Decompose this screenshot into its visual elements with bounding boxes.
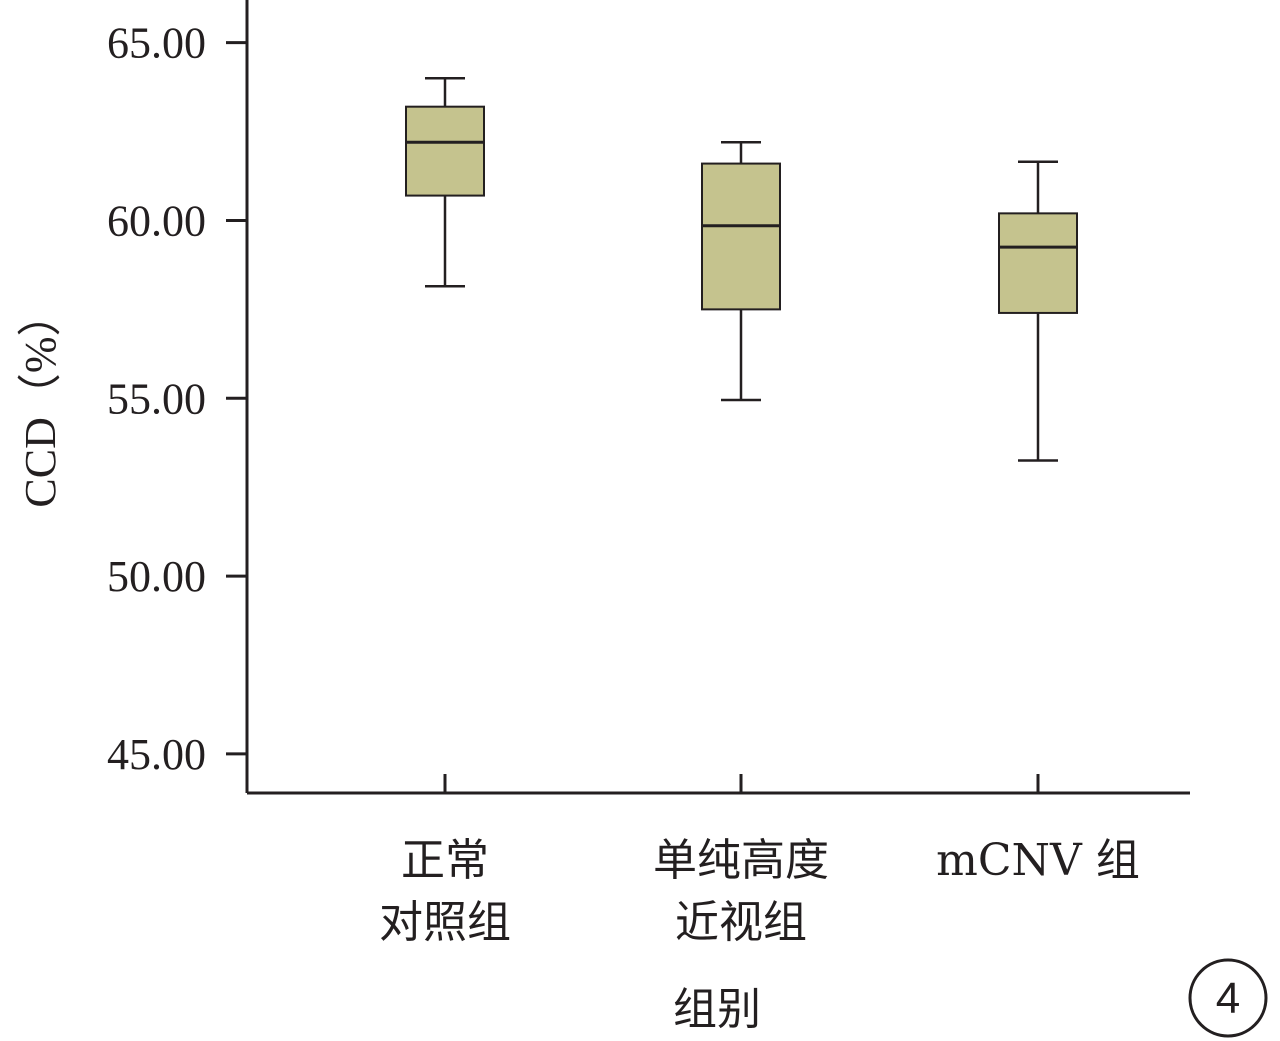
box-group: [405, 76, 485, 288]
x-axis: [247, 774, 1190, 795]
panel-badge-circle: [1188, 958, 1268, 1038]
panel-badge: 4: [1188, 958, 1268, 1038]
y-tick-label: 65.00: [107, 19, 206, 68]
iqr-box: [998, 212, 1078, 314]
y-tick-label: 60.00: [107, 196, 206, 245]
x-category-label: 单纯高度: [653, 835, 829, 886]
box-group: [701, 140, 781, 402]
iqr-box: [701, 162, 781, 311]
box-group: [998, 160, 1078, 462]
y-axis: 45.00 50.00 55.00 60.00 65.00: [107, 0, 249, 793]
x-axis-title: 组别: [673, 985, 761, 1034]
iqr-box: [405, 105, 485, 197]
y-axis-title: CCD（%）: [16, 292, 65, 507]
y-tick-label: 55.00: [107, 374, 206, 423]
x-category-label: 正常: [401, 835, 489, 886]
x-category-label: 对照组: [379, 897, 511, 948]
x-category-label: mCNV 组: [936, 835, 1140, 886]
y-tick-label: 45.00: [107, 730, 206, 779]
x-category-label: 近视组: [675, 897, 807, 948]
panel-badge-number: 4: [1216, 974, 1240, 1023]
y-tick-label: 50.00: [107, 552, 206, 601]
box-series: [405, 76, 1078, 462]
